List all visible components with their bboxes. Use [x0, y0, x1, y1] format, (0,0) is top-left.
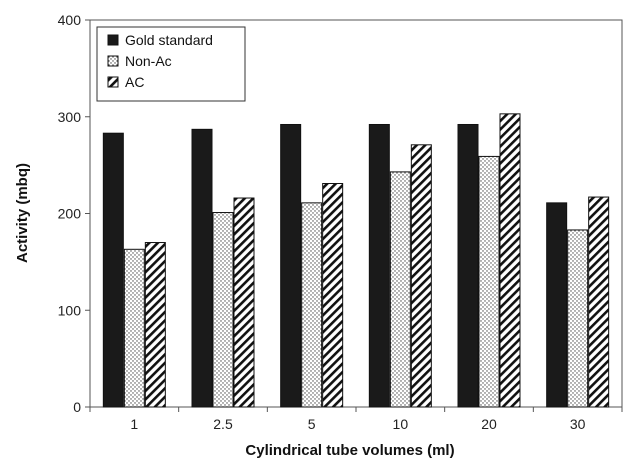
y-tick-label: 400	[58, 12, 82, 28]
bar-non-ac	[301, 202, 323, 408]
legend: Gold standard Non-Ac AC	[96, 26, 246, 102]
bar-ac	[144, 242, 166, 408]
bar-ac	[233, 197, 255, 408]
y-tick-label: 200	[58, 206, 82, 222]
bar-non-ac	[389, 171, 411, 408]
legend-swatch	[107, 34, 119, 46]
bar-ac	[410, 144, 432, 408]
bar-gold-standard	[102, 132, 124, 408]
x-tick-label: 2.5	[213, 416, 233, 432]
legend-box	[96, 26, 246, 102]
x-axis-title: Cylindrical tube volumes (ml)	[245, 442, 454, 459]
bar-non-ac	[567, 229, 589, 408]
bar-ac	[588, 196, 610, 408]
x-tick-label: 10	[393, 416, 409, 432]
axes-group: 0 100 200 300 400 1 2.5 5 10 20 30	[58, 12, 623, 432]
legend-swatch	[107, 55, 119, 67]
bar-gold-standard	[280, 123, 302, 408]
bar-non-ac	[123, 248, 145, 408]
x-tick-label: 1	[130, 416, 138, 432]
bar-gold-standard	[368, 123, 390, 408]
x-tick-label: 5	[308, 416, 316, 432]
x-tick-label: 20	[481, 416, 497, 432]
bar-non-ac	[478, 155, 500, 408]
bars-group	[102, 113, 610, 408]
y-axis-title: Activity (mbq)	[14, 163, 31, 263]
legend-swatch	[107, 76, 119, 88]
bar-non-ac	[212, 212, 234, 408]
bar-ac	[322, 183, 344, 408]
bar-gold-standard	[546, 202, 568, 408]
y-tick-label: 100	[58, 302, 82, 318]
legend-label: Non-Ac	[125, 53, 172, 69]
legend-label: Gold standard	[125, 32, 213, 48]
x-tick-label: 30	[570, 416, 586, 432]
bar-ac	[499, 113, 521, 408]
legend-label: AC	[125, 74, 144, 90]
y-tick-label: 0	[73, 399, 81, 415]
bar-gold-standard	[457, 123, 479, 408]
y-tick-label: 300	[58, 109, 82, 125]
bar-gold-standard	[191, 128, 213, 408]
